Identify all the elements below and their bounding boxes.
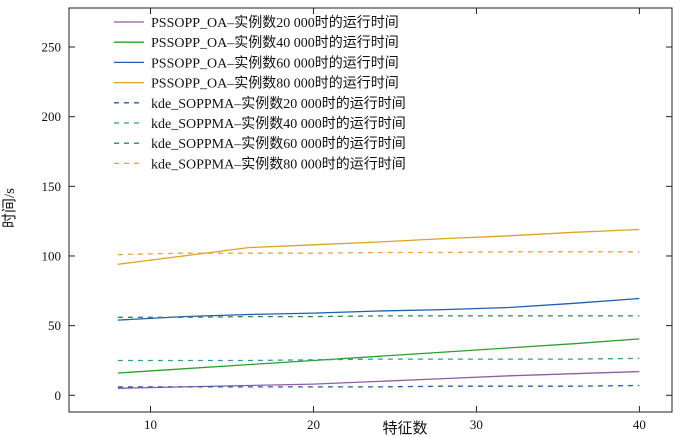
series-line-4	[117, 228, 640, 265]
legend-label-2: PSSOPP_OA–实例数40 000时的运行时间	[151, 35, 399, 51]
series-line-8	[117, 251, 640, 256]
series-line-3	[117, 297, 640, 321]
y-tick-label: 50	[48, 318, 61, 333]
x-tick-label: 30	[470, 417, 483, 432]
legend-label-3: PSSOPP_OA–实例数60 000时的运行时间	[151, 55, 399, 71]
series-line-6	[117, 357, 640, 362]
plot-area	[117, 228, 640, 389]
y-tick-label: 200	[42, 109, 62, 124]
legend-label-7: kde_SOPPMA–实例数60 000时的运行时间	[151, 136, 406, 152]
x-tick-label: 20	[307, 417, 320, 432]
x-tick-label: 40	[633, 417, 646, 432]
series-line-1	[117, 370, 640, 389]
series-line-7	[117, 315, 640, 318]
series-line-5	[117, 384, 640, 388]
legend-label-8: kde_SOPPMA–实例数80 000时的运行时间	[151, 156, 406, 172]
y-tick-label: 0	[55, 388, 62, 403]
legend-label-5: kde_SOPPMA–实例数20 000时的运行时间	[151, 96, 406, 112]
x-axis-label: 特征数	[382, 420, 427, 437]
series-line-2	[117, 338, 640, 374]
legend-label-6: kde_SOPPMA–实例数40 000时的运行时间	[151, 116, 406, 132]
y-tick-label: 250	[42, 40, 62, 55]
y-axis-label: 时间/s	[1, 188, 18, 228]
y-tick-label: 100	[42, 248, 62, 263]
axes: 10 20 30 40 0 50 100 150 200 250	[42, 7, 673, 432]
legend-label-1: PSSOPP_OA–实例数20 000时的运行时间	[151, 15, 399, 31]
y-tick-label: 150	[42, 179, 62, 194]
legend: PSSOPP_OA–实例数20 000时的运行时间 PSSOPP_OA–实例数40…	[114, 15, 406, 172]
legend-label-4: PSSOPP_OA–实例数80 000时的运行时间	[151, 76, 399, 92]
plot-frame	[68, 7, 673, 413]
x-tick-label: 10	[144, 417, 157, 432]
